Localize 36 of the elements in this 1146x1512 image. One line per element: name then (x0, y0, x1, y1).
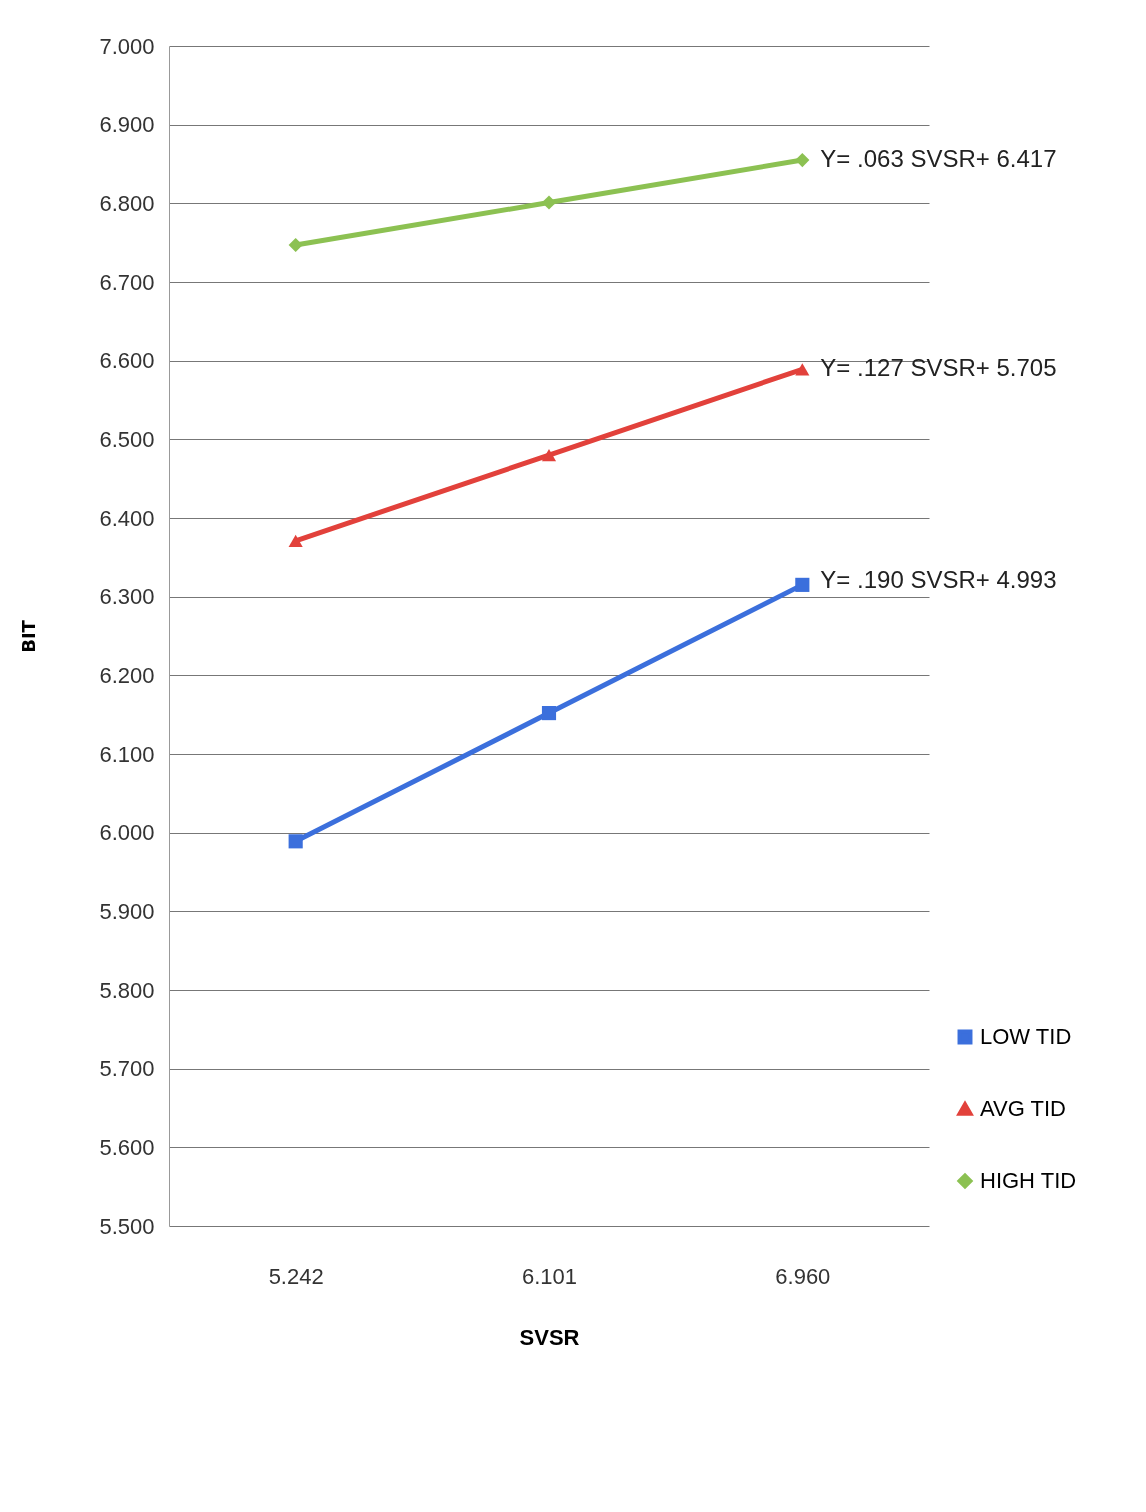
y-tick-label: 5.700 (99, 1056, 155, 1082)
y-tick-label: 6.700 (99, 269, 155, 295)
y-tick-label: 5.900 (99, 898, 155, 924)
y-tick-label: 6.000 (99, 820, 155, 846)
y-axis-title: BIT (18, 619, 40, 653)
y-tick-label: 7.000 (99, 33, 155, 59)
annotation: Y= .127 SVSR+ 5.705 (820, 353, 1057, 381)
y-tick-label: 6.500 (99, 426, 155, 452)
y-tick-label: 6.800 (99, 190, 155, 216)
x-tick-label: 6.960 (775, 1263, 831, 1289)
point (288, 237, 303, 253)
y-tick-label: 6.600 (99, 348, 155, 374)
point (288, 834, 303, 849)
y-tick-label: 6.900 (99, 112, 155, 138)
y-tick-label: 6.300 (99, 584, 155, 610)
point (541, 448, 557, 462)
legend-label: AVG TID (980, 1096, 1066, 1121)
annotation: Y= .190 SVSR+ 4.993 (820, 565, 1057, 593)
x-axis-title: SVSR (519, 1324, 580, 1350)
y-tick-label: 5.500 (99, 1213, 155, 1239)
y-tick-label: 5.600 (99, 1134, 155, 1160)
point (795, 363, 810, 376)
point (795, 577, 810, 592)
point (795, 153, 810, 168)
x-tick-label: 6.101 (521, 1263, 578, 1289)
y-tick-label: 6.400 (99, 505, 155, 531)
y-tick-label: 6.200 (99, 662, 155, 688)
point (288, 534, 303, 547)
x-tick-label: 5.242 (268, 1263, 324, 1289)
point (541, 195, 557, 210)
legend-label: LOW TID (980, 1024, 1072, 1049)
legend-label: HIGH TID (980, 1168, 1077, 1193)
annotation: Y= .063 SVSR+ 6.417 (820, 145, 1057, 173)
y-tick-label: 6.100 (99, 741, 155, 767)
point (541, 706, 557, 721)
y-tick-label: 5.800 (99, 977, 155, 1003)
